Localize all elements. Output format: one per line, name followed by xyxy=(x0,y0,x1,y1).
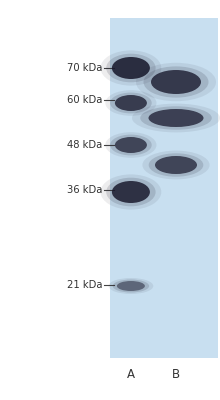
Text: A: A xyxy=(127,368,135,382)
Ellipse shape xyxy=(155,156,197,174)
Ellipse shape xyxy=(112,181,150,203)
Text: B: B xyxy=(172,368,180,382)
Ellipse shape xyxy=(108,278,153,294)
Text: 21 kDa: 21 kDa xyxy=(66,280,102,290)
Ellipse shape xyxy=(105,90,156,116)
Ellipse shape xyxy=(101,174,161,210)
Ellipse shape xyxy=(112,57,150,79)
Ellipse shape xyxy=(142,150,210,179)
Text: 48 kDa: 48 kDa xyxy=(67,140,102,150)
Bar xyxy=(110,18,218,358)
Ellipse shape xyxy=(106,54,156,82)
Ellipse shape xyxy=(110,134,152,155)
Ellipse shape xyxy=(148,109,204,127)
Text: 36 kDa: 36 kDa xyxy=(67,185,102,195)
Ellipse shape xyxy=(143,66,209,98)
Ellipse shape xyxy=(105,132,156,158)
Ellipse shape xyxy=(151,70,201,94)
Ellipse shape xyxy=(101,50,161,86)
Ellipse shape xyxy=(115,137,147,153)
Ellipse shape xyxy=(140,106,212,130)
Ellipse shape xyxy=(115,95,147,111)
Ellipse shape xyxy=(136,63,216,101)
Ellipse shape xyxy=(113,280,149,292)
Text: 60 kDa: 60 kDa xyxy=(67,95,102,105)
Text: 70 kDa: 70 kDa xyxy=(67,63,102,73)
Ellipse shape xyxy=(149,153,203,177)
Ellipse shape xyxy=(117,281,145,291)
Ellipse shape xyxy=(106,178,156,206)
Ellipse shape xyxy=(132,104,220,132)
Ellipse shape xyxy=(110,93,152,114)
